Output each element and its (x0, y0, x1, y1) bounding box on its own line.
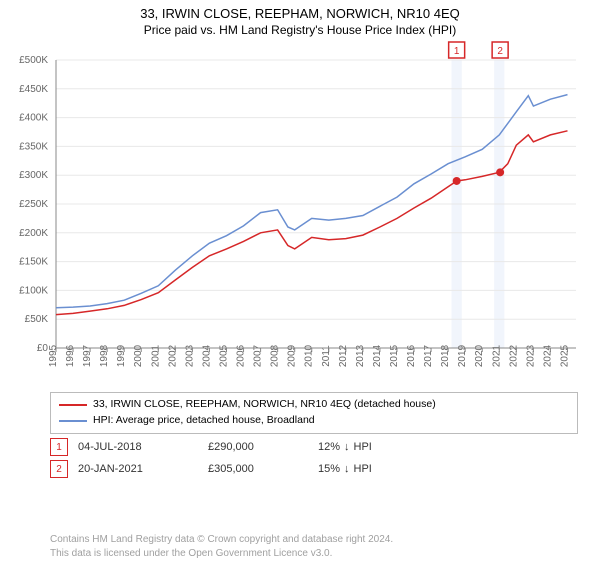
arrow-down-icon: ↓ (344, 441, 350, 453)
footer-attribution: Contains HM Land Registry data © Crown c… (50, 533, 580, 560)
y-tick-label: £350K (19, 141, 48, 152)
y-tick-label: £0 (37, 343, 49, 354)
y-tick-label: £100K (19, 285, 48, 296)
sale-date: 20-JAN-2021 (78, 463, 198, 475)
y-tick-label: £500K (19, 55, 48, 66)
legend-label: HPI: Average price, detached house, Broa… (93, 413, 315, 429)
top-marker-label: 2 (497, 46, 503, 57)
top-marker-label: 1 (454, 46, 460, 57)
sale-date: 04-JUL-2018 (78, 441, 198, 453)
chart-title: 33, IRWIN CLOSE, REEPHAM, NORWICH, NR10 … (0, 6, 600, 21)
y-tick-label: £450K (19, 84, 48, 95)
legend-item: HPI: Average price, detached house, Broa… (59, 413, 569, 429)
sale-diff: 12% ↓ HPI (318, 441, 438, 453)
legend: 33, IRWIN CLOSE, REEPHAM, NORWICH, NR10 … (50, 392, 578, 434)
legend-label: 33, IRWIN CLOSE, REEPHAM, NORWICH, NR10 … (93, 397, 436, 413)
sale-row: 2 20-JAN-2021 £305,000 15% ↓ HPI (50, 458, 578, 480)
footer-line-1: Contains HM Land Registry data © Crown c… (50, 533, 580, 547)
y-tick-label: £400K (19, 113, 48, 124)
sale-diff-pct: 15% (318, 463, 340, 475)
sale-diff: 15% ↓ HPI (318, 463, 438, 475)
legend-swatch (59, 420, 87, 422)
arrow-down-icon: ↓ (344, 463, 350, 475)
chart-svg: £0£50K£100K£150K£200K£250K£300K£350K£400… (50, 54, 582, 384)
y-tick-label: £150K (19, 257, 48, 268)
y-tick-label: £300K (19, 170, 48, 181)
sale-badge: 1 (50, 438, 68, 456)
sale-badge: 2 (50, 460, 68, 478)
y-tick-label: £200K (19, 228, 48, 239)
chart-area: £0£50K£100K£150K£200K£250K£300K£350K£400… (50, 54, 582, 384)
sale-price: £290,000 (208, 441, 308, 453)
sale-point (496, 168, 504, 176)
legend-item: 33, IRWIN CLOSE, REEPHAM, NORWICH, NR10 … (59, 397, 569, 413)
sale-diff-label: HPI (354, 463, 372, 475)
sale-price: £305,000 (208, 463, 308, 475)
sale-row: 1 04-JUL-2018 £290,000 12% ↓ HPI (50, 436, 578, 458)
y-tick-label: £250K (19, 199, 48, 210)
chart-subtitle: Price paid vs. HM Land Registry's House … (0, 23, 600, 37)
sales-table: 1 04-JUL-2018 £290,000 12% ↓ HPI 2 20-JAN-2021 £… (50, 436, 578, 480)
sale-diff-pct: 12% (318, 441, 340, 453)
sale-point (453, 177, 461, 185)
sale-diff-label: HPI (354, 441, 372, 453)
footer-line-2: This data is licensed under the Open Gov… (50, 547, 580, 561)
y-tick-label: £50K (25, 314, 49, 325)
legend-swatch (59, 404, 87, 406)
